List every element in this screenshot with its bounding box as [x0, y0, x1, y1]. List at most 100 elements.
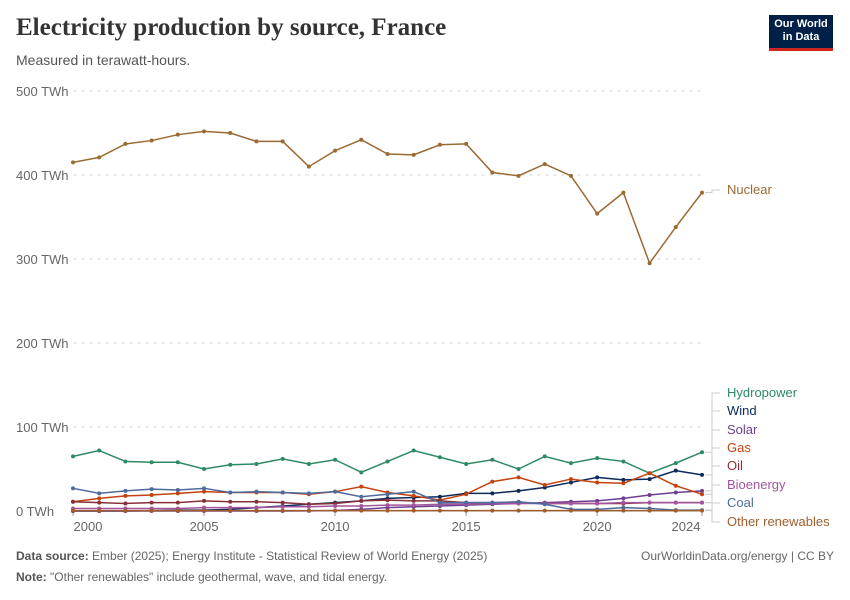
nuclear-point: [71, 160, 75, 165]
footer-url[interactable]: OurWorldinData.org/energy | CC BY: [641, 549, 834, 563]
nuclear-connector: [705, 189, 720, 194]
nuclear-point: [306, 164, 311, 169]
other-renewables-point: [516, 508, 521, 513]
coal-point: [333, 489, 338, 494]
bioenergy-point: [280, 504, 285, 509]
nuclear-point: [254, 139, 259, 144]
other-renewables-point: [228, 508, 233, 513]
solar-label: Solar: [727, 422, 758, 437]
bioenergy-point: [411, 503, 416, 508]
gas-point: [568, 477, 573, 482]
owid-logo[interactable]: Our World in Data: [769, 15, 833, 51]
hydropower-point: [542, 454, 547, 459]
hydropower-point: [71, 454, 75, 459]
coal-point: [621, 505, 626, 510]
nuclear-point: [333, 148, 338, 153]
oil-point: [280, 500, 285, 505]
nuclear-point: [280, 139, 285, 144]
hydropower-point: [673, 461, 678, 466]
other-renewables-point: [254, 508, 259, 513]
other-renewables-point: [123, 508, 128, 513]
nuclear-point: [228, 131, 233, 135]
solar-point: [647, 493, 652, 498]
coal-point: [542, 502, 547, 507]
wind-point: [516, 488, 521, 493]
other-renewables-point: [97, 508, 102, 513]
coal-point: [464, 500, 469, 505]
wind-point: [673, 468, 678, 473]
bioenergy-point: [595, 501, 600, 506]
hydropower-point: [202, 467, 207, 471]
other-renewables-point: [621, 508, 626, 513]
chart-title: Electricity production by source, France: [16, 14, 447, 41]
oil-point: [97, 500, 102, 505]
gas-point: [97, 496, 102, 501]
other-renewables-point: [464, 508, 469, 513]
hydropower-point: [149, 460, 154, 465]
y-tick-label: 0 TWh: [16, 504, 54, 519]
gas-point: [490, 479, 495, 484]
wind-point: [437, 494, 442, 499]
nuclear-point: [97, 155, 102, 160]
nuclear-point: [568, 173, 573, 178]
oil-point: [254, 499, 259, 504]
bioenergy-point: [673, 500, 678, 505]
bioenergy-point: [647, 500, 652, 505]
chart-subtitle: Measured in terawatt-hours.: [16, 52, 191, 68]
gas-point: [464, 492, 469, 497]
oil-point: [411, 498, 416, 503]
coal-point: [97, 491, 102, 496]
coal-point: [411, 489, 416, 494]
oil-point: [359, 498, 364, 503]
coal-label: Coal: [727, 495, 754, 510]
hydropower-point: [306, 461, 311, 466]
coal-point: [437, 500, 442, 505]
nuclear-point: [123, 141, 128, 146]
gas-label: Gas: [727, 440, 751, 455]
gas-point: [149, 493, 154, 498]
hydropower-point: [464, 461, 469, 466]
gas-point: [542, 482, 547, 487]
nuclear-point: [673, 225, 678, 230]
gas-point: [700, 492, 704, 497]
bioenergy-point: [568, 501, 573, 506]
solar-point: [700, 488, 704, 493]
coal-point: [202, 486, 207, 491]
wind-point: [647, 477, 652, 482]
coal-point: [306, 491, 311, 496]
other-renewables-point: [333, 508, 338, 513]
other-renewables-point: [568, 508, 573, 513]
hydropower-point: [97, 448, 102, 453]
logo-text: Our World in Data: [774, 18, 828, 43]
bioenergy-point: [359, 503, 364, 508]
hydropower-point: [359, 470, 364, 475]
nuclear-point: [385, 152, 390, 156]
nuclear-point: [411, 152, 416, 157]
source-text: Ember (2025); Energy Institute - Statist…: [92, 549, 488, 563]
other-renewables-point: [385, 508, 390, 513]
nuclear-point: [647, 261, 652, 266]
nuclear-point: [700, 190, 704, 195]
hydropower-point: [228, 462, 233, 467]
oil-point: [385, 498, 390, 503]
y-tick-label: 500 TWh: [16, 84, 69, 99]
gas-point: [202, 489, 207, 494]
nuclear-point: [621, 190, 626, 195]
oil-point: [175, 500, 180, 505]
hydropower-point: [123, 459, 128, 464]
gas-point: [123, 493, 128, 498]
gas-point: [595, 480, 600, 485]
oil-point: [202, 498, 207, 503]
coal-point: [385, 492, 390, 497]
other-renewables-point: [647, 508, 652, 513]
nuclear-point: [516, 173, 521, 178]
coal-point: [149, 487, 154, 492]
hydropower-point: [700, 450, 704, 455]
nuclear-point: [595, 211, 600, 216]
other-renewables-point: [306, 508, 311, 513]
x-tick-label: 2015: [452, 519, 481, 534]
hydropower-point: [411, 448, 416, 453]
other-renewables-point: [359, 508, 364, 513]
oil-label: Oil: [727, 458, 743, 473]
